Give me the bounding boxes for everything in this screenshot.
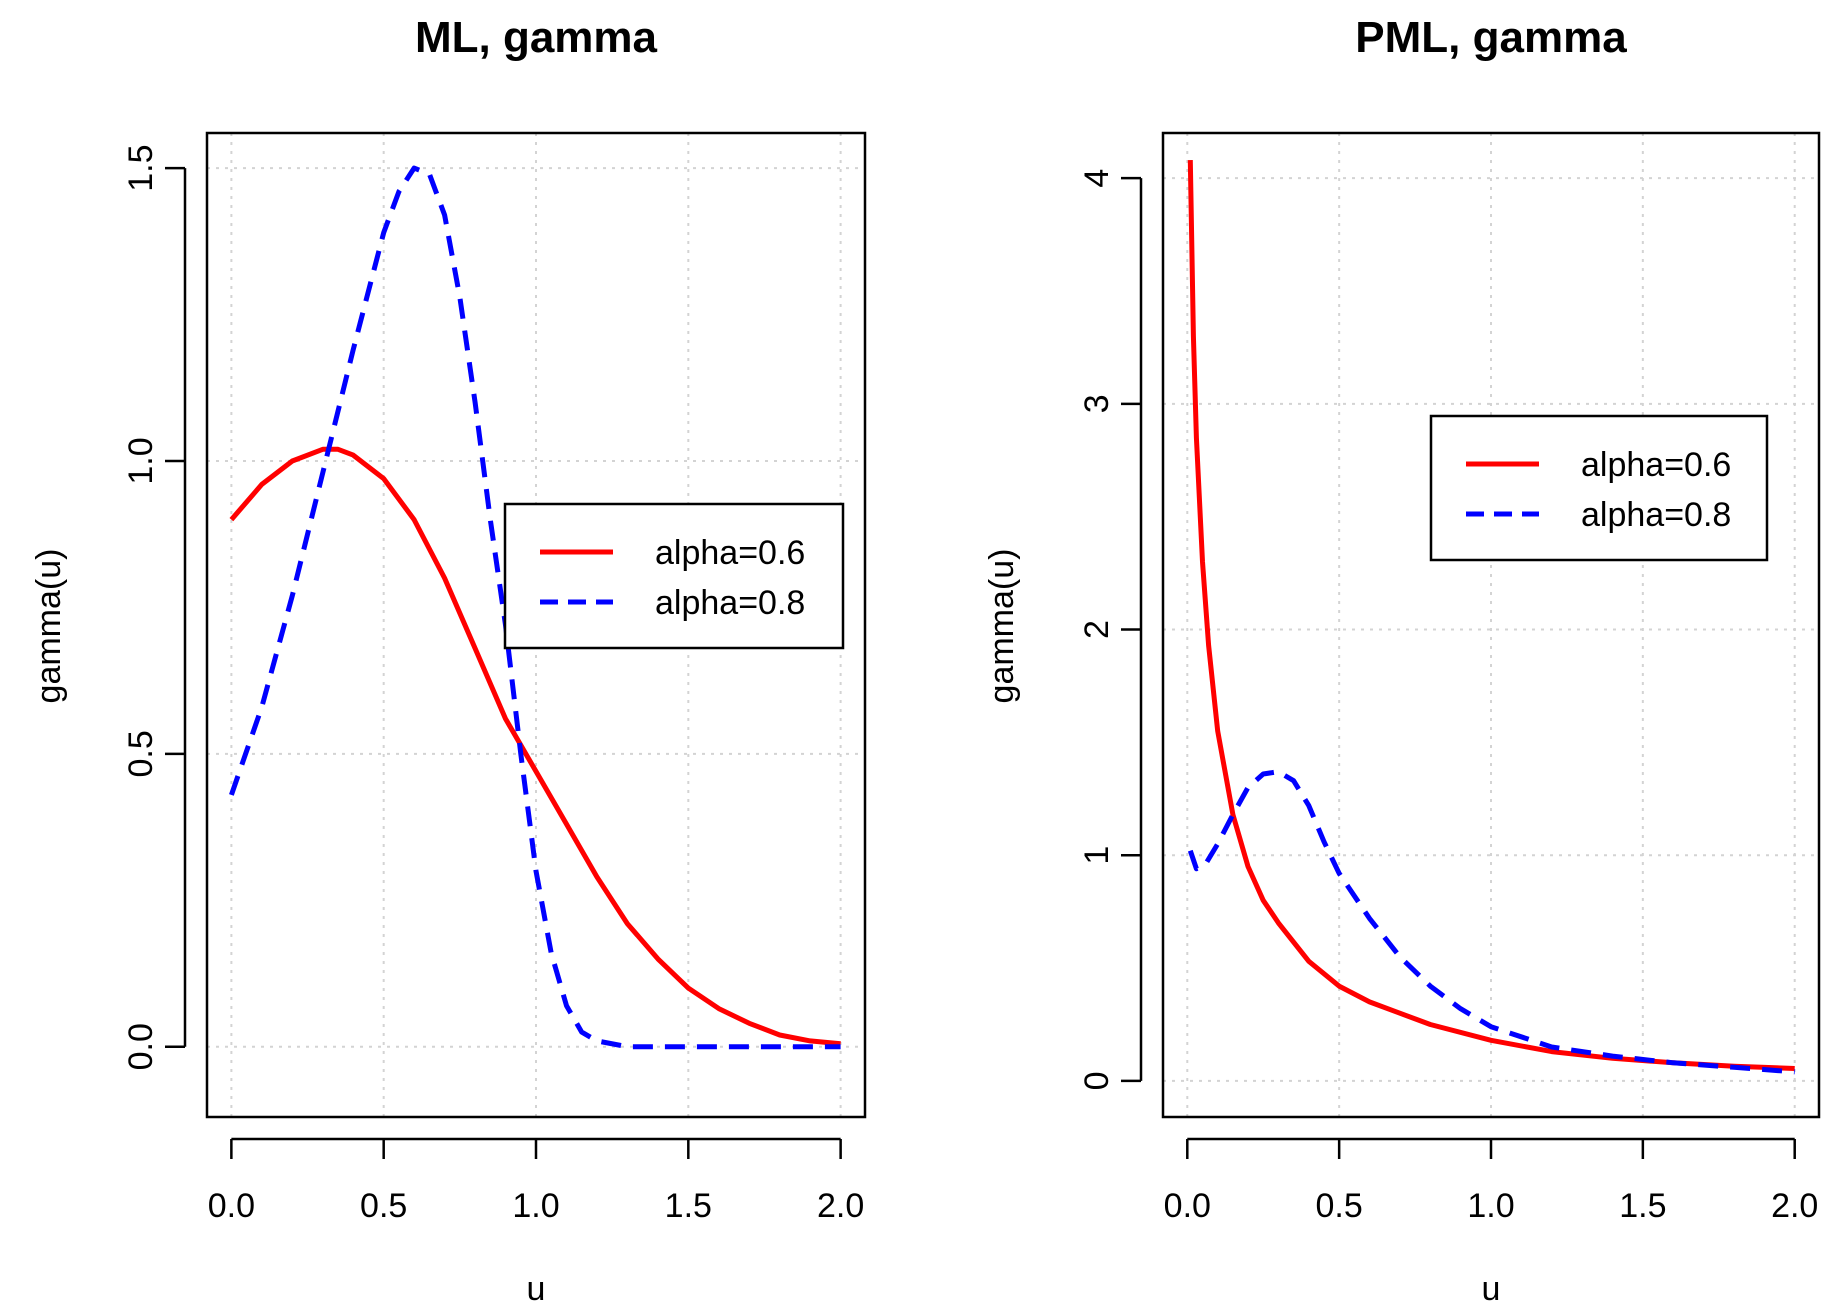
grid: [207, 133, 865, 1117]
panel-title: ML, gamma: [415, 13, 658, 62]
series-line-0: [1187, 160, 1795, 1071]
series-line-1: [1187, 769, 1795, 1075]
x-tick-label: 0.5: [360, 1187, 407, 1225]
legend-label-1: alpha=0.8: [655, 584, 805, 622]
y-tick-label: 3: [1078, 394, 1116, 413]
y-axis-label: gamma(u): [30, 549, 68, 704]
y-tick-label: 1: [1078, 846, 1116, 865]
series-line-1: [229, 165, 841, 1050]
y-tick-label: 0: [1078, 1071, 1116, 1090]
plot-frame: [205, 131, 867, 1119]
grid: [1163, 133, 1819, 1117]
y-tick-label: 4: [1078, 169, 1116, 188]
y-axis: 0 1 2 3 4: [1078, 169, 1143, 1090]
y-tick-label: 2: [1078, 620, 1116, 639]
panel-title: PML, gamma: [1355, 13, 1627, 62]
plot-frame: [1161, 131, 1821, 1119]
legend-box: [503, 502, 845, 650]
x-tick-label: 2.0: [817, 1187, 864, 1225]
x-tick-label: 2.0: [1771, 1187, 1818, 1225]
y-tick-label: 0.5: [122, 730, 160, 777]
y-tick-label: 1.5: [122, 145, 160, 192]
x-axis-label: u: [1482, 1270, 1501, 1308]
x-tick-label: 0.0: [208, 1187, 255, 1225]
x-axis: 0.0 0.5 1.0 1.5 2.0: [1164, 1137, 1818, 1225]
x-tick-label: 0.5: [1316, 1187, 1363, 1225]
x-tick-label: 1.5: [1619, 1187, 1666, 1225]
x-axis: 0.0 0.5 1.0 1.5 2.0: [208, 1137, 864, 1225]
x-tick-label: 1.5: [665, 1187, 712, 1225]
panel-pml-gamma: PML, gamma u gamma(u) 0.0 0.5 1.0 1.5 2.0 0 1 2…: [983, 13, 1821, 1308]
panel-ml-gamma: ML, gamma u gamma(u) 0.0 0.5 1.0 1.5 2.00.00…: [30, 13, 867, 1308]
y-tick-label: 1.0: [122, 437, 160, 484]
x-axis-label: u: [527, 1270, 546, 1308]
y-axis: 0.0 0.5 1.0 1.5: [122, 145, 187, 1070]
legend-label-0: alpha=0.6: [1581, 446, 1731, 484]
legend: alpha=0.6 alpha=0.8: [1429, 414, 1769, 562]
y-tick-label: 0.0: [122, 1023, 160, 1070]
legend-box: [1429, 414, 1769, 562]
x-tick-label: 0.0: [1164, 1187, 1211, 1225]
y-axis-label: gamma(u): [983, 549, 1021, 704]
legend: alpha=0.6 alpha=0.8: [503, 502, 845, 650]
x-tick-label: 1.0: [512, 1187, 559, 1225]
x-tick-label: 1.0: [1467, 1187, 1514, 1225]
legend-label-1: alpha=0.8: [1581, 496, 1731, 534]
legend-label-0: alpha=0.6: [655, 534, 805, 572]
